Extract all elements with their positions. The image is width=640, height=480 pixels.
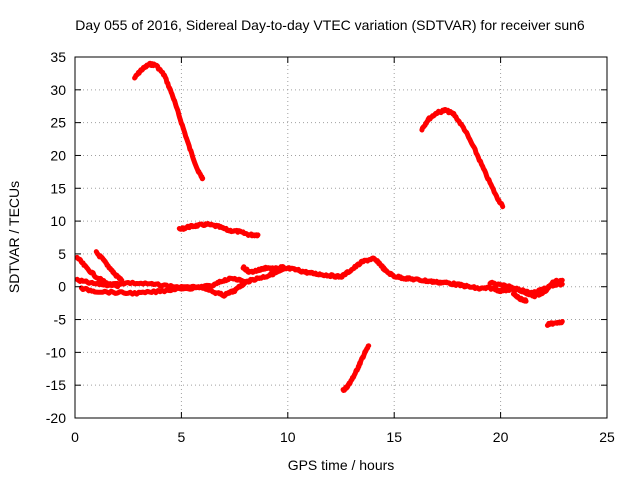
series-arc-7 xyxy=(74,255,565,297)
series-arc-12 xyxy=(544,319,565,328)
x-tick-label: 10 xyxy=(280,429,296,445)
y-tick-label: 25 xyxy=(50,115,66,131)
grid-layer xyxy=(75,57,607,418)
x-tick-label: 15 xyxy=(386,429,402,445)
x-tick-label: 0 xyxy=(71,429,79,445)
x-axis-label: GPS time / hours xyxy=(288,457,395,473)
tick-layer: 0 5 10 15 20 25 -20 -15 -10 -5 0 5 10 15 20 25 30 35 xyxy=(46,49,615,445)
y-tick-label: 10 xyxy=(50,213,66,229)
y-tick-label: 30 xyxy=(50,82,66,98)
series-arc-1 xyxy=(132,60,206,182)
x-tick-label: 25 xyxy=(599,429,615,445)
y-tick-label: -20 xyxy=(46,410,66,426)
x-tick-label: 20 xyxy=(493,429,509,445)
series-arc-10 xyxy=(487,277,565,300)
y-tick-label: -10 xyxy=(46,344,66,360)
series-arc-11 xyxy=(510,290,529,304)
series-arc-4 xyxy=(340,343,372,393)
series-arc-2 xyxy=(176,221,261,239)
y-tick-label: 15 xyxy=(50,180,66,196)
y-tick-label: 35 xyxy=(50,49,66,65)
y-tick-label: -15 xyxy=(46,377,66,393)
series-arc-9 xyxy=(240,264,286,275)
chart-title: Day 055 of 2016, Sidereal Day-to-day VTE… xyxy=(75,17,585,33)
x-tick-label: 5 xyxy=(178,429,186,445)
y-axis-label: SDTVAR / TECUs xyxy=(6,181,22,293)
series-arc-3 xyxy=(419,107,506,210)
y-tick-label: -5 xyxy=(54,312,67,328)
plot-frame xyxy=(74,56,608,419)
y-tick-label: 5 xyxy=(58,246,66,262)
series-arc-6 xyxy=(93,249,125,283)
y-tick-label: 0 xyxy=(58,279,66,295)
series-layer xyxy=(74,60,565,393)
series-arc-8 xyxy=(78,280,248,299)
y-tick-label: 20 xyxy=(50,147,66,163)
